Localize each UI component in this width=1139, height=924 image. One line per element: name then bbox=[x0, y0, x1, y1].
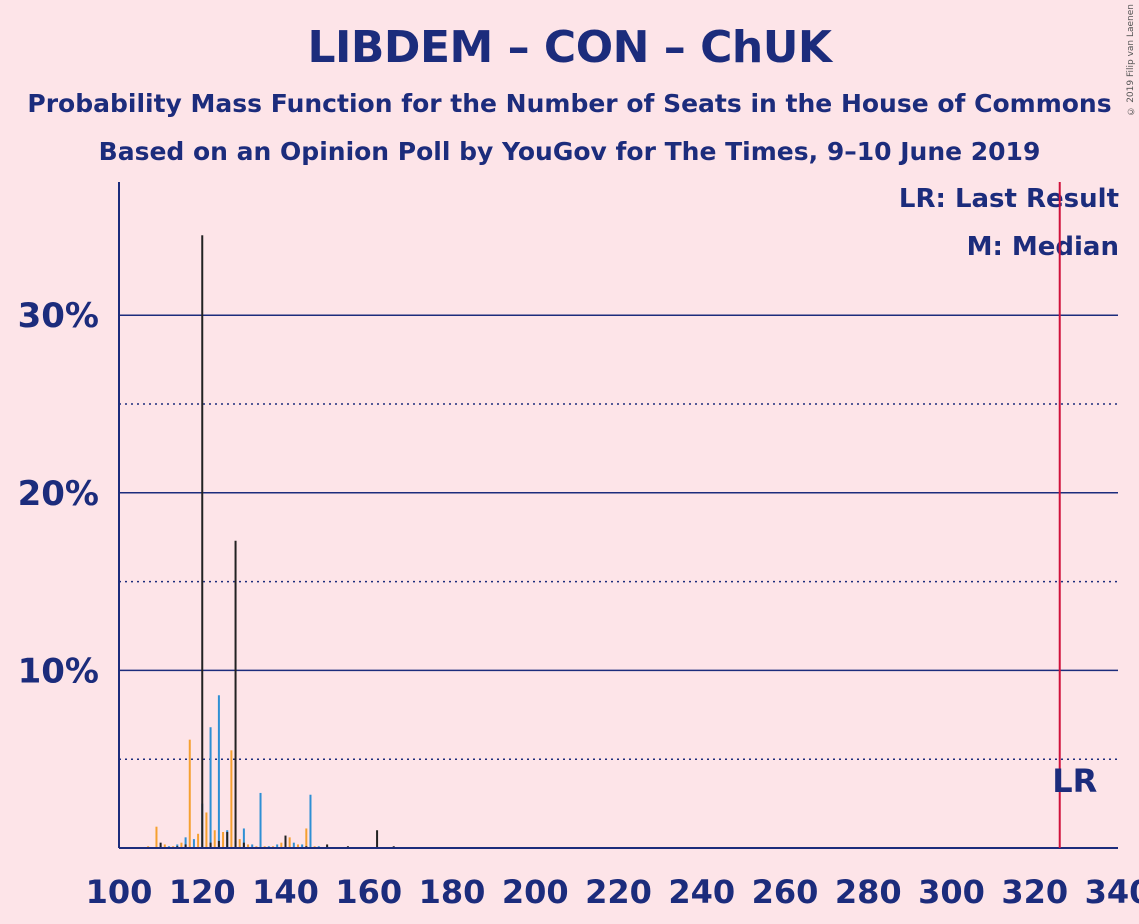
bar-orange-119 bbox=[197, 833, 200, 848]
bar-orange-143 bbox=[296, 844, 299, 848]
bar-black-120 bbox=[201, 235, 204, 848]
bar-orange-109 bbox=[155, 826, 158, 848]
x-tick-label-320: 320 bbox=[1001, 873, 1068, 911]
bar-black-150 bbox=[326, 844, 329, 848]
y-tick-label-30: 30% bbox=[18, 296, 99, 336]
bar-orange-115 bbox=[180, 842, 183, 848]
y-tick-label-10: 10% bbox=[18, 651, 99, 691]
bar-black-140 bbox=[284, 835, 287, 848]
bar-blue-130 bbox=[242, 828, 245, 848]
bar-black-126 bbox=[226, 832, 229, 848]
x-tick-label-340: 340 bbox=[1085, 873, 1139, 911]
gridlines bbox=[119, 314, 1118, 760]
bar-orange-117 bbox=[188, 739, 191, 848]
x-tick-label-300: 300 bbox=[918, 873, 985, 911]
bar-blue-144 bbox=[301, 844, 304, 848]
bar-orange-145 bbox=[305, 828, 308, 848]
x-tick-label-200: 200 bbox=[502, 873, 569, 911]
bar-orange-139 bbox=[280, 842, 283, 848]
x-tick-label-180: 180 bbox=[419, 873, 486, 911]
bar-orange-127 bbox=[230, 750, 233, 848]
x-tick-label-140: 140 bbox=[252, 873, 319, 911]
bar-orange-121 bbox=[205, 812, 208, 848]
bar-orange-141 bbox=[288, 837, 291, 848]
chart-title: LIBDEM – CON – ChUK bbox=[307, 22, 832, 73]
bars bbox=[138, 235, 412, 848]
last-result-marker: LR bbox=[1052, 182, 1097, 848]
bar-orange-123 bbox=[213, 830, 216, 848]
legend-last-result: LR: Last Result bbox=[898, 184, 1119, 214]
bar-blue-124 bbox=[217, 695, 220, 848]
bar-black-124 bbox=[217, 840, 220, 848]
bar-orange-111 bbox=[163, 844, 166, 848]
bar-black-162 bbox=[376, 830, 379, 848]
x-tick-label-260: 260 bbox=[752, 873, 819, 911]
bar-blue-116 bbox=[184, 837, 187, 848]
x-tick-label-220: 220 bbox=[585, 873, 652, 911]
x-tick-label-160: 160 bbox=[335, 873, 402, 911]
bar-blue-146 bbox=[309, 794, 312, 848]
x-tick-label-240: 240 bbox=[668, 873, 735, 911]
bar-black-128 bbox=[234, 540, 237, 848]
bar-orange-131 bbox=[247, 844, 250, 848]
legend-median: M: Median bbox=[966, 232, 1119, 262]
bar-black-110 bbox=[159, 842, 162, 848]
bar-orange-125 bbox=[222, 832, 225, 848]
bar-orange-129 bbox=[238, 839, 241, 848]
x-tick-label-120: 120 bbox=[169, 873, 236, 911]
last-result-label: LR bbox=[1052, 762, 1097, 800]
bar-blue-132 bbox=[251, 844, 254, 848]
chart-subtitle: Probability Mass Function for the Number… bbox=[27, 89, 1112, 118]
x-tick-label-100: 100 bbox=[86, 873, 153, 911]
bar-black-122 bbox=[209, 842, 212, 848]
x-tick-label-280: 280 bbox=[835, 873, 902, 911]
bar-blue-138 bbox=[276, 844, 279, 848]
tick-labels: 100 120 140 160 180 200 220 240 260 280 300 320 340 1… bbox=[18, 296, 1139, 911]
bar-blue-118 bbox=[192, 839, 195, 848]
axes bbox=[118, 182, 1118, 849]
bar-blue-142 bbox=[292, 842, 295, 848]
bar-black-116 bbox=[184, 844, 187, 848]
bar-black-130 bbox=[242, 842, 245, 848]
chart-source: Based on an Opinion Poll by YouGov for T… bbox=[98, 137, 1041, 166]
y-tick-label-20: 20% bbox=[18, 474, 99, 514]
bar-blue-134 bbox=[259, 792, 262, 848]
bar-blue-122 bbox=[209, 727, 212, 848]
